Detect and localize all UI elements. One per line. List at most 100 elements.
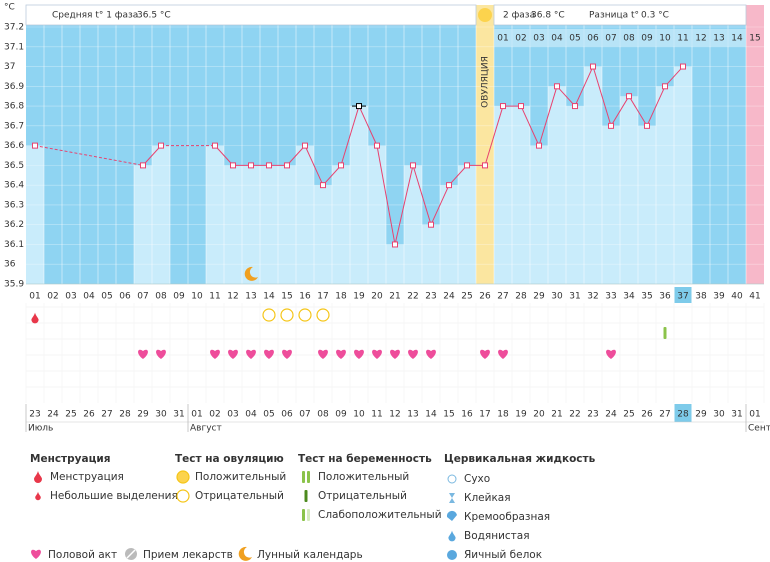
cycle-day: 37 — [677, 292, 688, 302]
legend-heading: Менструация — [30, 453, 110, 465]
temp-column — [332, 165, 350, 284]
temp-segment — [646, 86, 666, 127]
temp-point — [554, 83, 560, 90]
cycle-day: 33 — [605, 292, 616, 302]
temp-column — [458, 165, 476, 284]
intercourse-mark — [210, 349, 220, 359]
temp-point — [626, 93, 632, 100]
phase2-cell — [530, 29, 548, 47]
date-label: 18 — [497, 410, 509, 420]
y-tick-label: 36.9 — [4, 82, 24, 92]
temp-point — [410, 162, 416, 169]
date-label: 31 — [731, 410, 742, 420]
temp-column — [512, 106, 530, 284]
temp-column — [134, 165, 152, 284]
temp-segment — [556, 85, 576, 107]
intercourse-mark — [156, 349, 166, 359]
date-label: 25 — [623, 410, 634, 420]
legend-icon — [31, 549, 41, 559]
date-label: 02 — [209, 410, 220, 420]
legend-item: Менструация — [50, 471, 124, 483]
intercourse-mark — [336, 349, 346, 359]
temp-point — [572, 103, 578, 110]
cycle-day: 18 — [335, 292, 347, 302]
temp-column — [224, 165, 242, 284]
temp-column — [152, 145, 170, 284]
cycle-day: 31 — [569, 292, 580, 302]
legend-heading: Тест на овуляцию — [175, 453, 284, 465]
header-value: 36.5 °C — [137, 11, 171, 21]
legend-icon — [448, 530, 456, 542]
moon-icon — [244, 266, 258, 281]
legend-item: Лунный календарь — [257, 549, 363, 561]
date-label: 19 — [515, 410, 527, 420]
date-label: 04 — [245, 410, 257, 420]
cycle-day: 38 — [695, 292, 707, 302]
phase2-cell — [692, 29, 710, 47]
ovulation-label: ОВУЛЯЦИЯ — [481, 56, 491, 108]
temp-segment — [214, 145, 234, 166]
date-label: 21 — [551, 410, 562, 420]
cycle-day: 02 — [47, 292, 58, 302]
header-phase2 — [493, 4, 747, 26]
legend-icon — [307, 509, 310, 521]
legend-item: Отрицательный — [195, 490, 284, 502]
y-unit: °C — [4, 3, 15, 13]
temp-column — [602, 125, 620, 284]
temp-column — [206, 145, 224, 284]
legend-icon — [126, 549, 136, 559]
temp-point — [284, 162, 290, 169]
temp-segment — [34, 145, 144, 166]
phase2-day: 08 — [623, 34, 635, 44]
cycle-day: 27 — [497, 292, 508, 302]
y-tick-label: 36.6 — [4, 141, 24, 151]
temp-column — [530, 145, 548, 284]
intercourse-mark — [480, 349, 490, 359]
date-label: 30 — [155, 410, 167, 420]
header-value: 0.3 °C — [641, 11, 669, 21]
today-cell — [674, 287, 692, 303]
phase2-cell — [710, 29, 728, 47]
temp-segment — [628, 95, 648, 127]
phase2-day: 07 — [605, 34, 616, 44]
cycle-day: 17 — [317, 292, 328, 302]
temp-point — [500, 103, 506, 110]
temp-column — [386, 244, 404, 284]
temp-point — [266, 162, 272, 169]
phase2-day: 12 — [695, 34, 706, 44]
date-label: 15 — [443, 410, 454, 420]
phase2-day: 04 — [551, 34, 563, 44]
phase2-cell — [620, 29, 638, 47]
cycle-day: 41 — [749, 292, 760, 302]
temp-segment — [448, 165, 468, 186]
temp-column — [26, 145, 44, 284]
temp-segment — [394, 165, 414, 245]
y-tick-label: 37 — [4, 62, 15, 72]
y-tick-label: 36 — [4, 260, 16, 270]
legend-icon — [302, 471, 305, 483]
temp-point — [464, 162, 470, 169]
temp-segment — [610, 95, 630, 127]
date-label: 20 — [533, 410, 545, 420]
intercourse-mark — [390, 349, 400, 359]
legend-icon — [304, 490, 308, 502]
temp-column — [368, 145, 386, 284]
cycle-day: 23 — [425, 292, 436, 302]
y-tick-label: 36.1 — [4, 240, 24, 250]
legend-icon — [302, 509, 305, 521]
date-label: 17 — [479, 410, 490, 420]
menstruation-mark — [31, 312, 39, 324]
date-label: 30 — [713, 410, 725, 420]
temp-column — [674, 66, 692, 285]
date-label: 09 — [335, 410, 347, 420]
temp-point — [662, 83, 668, 90]
legend-heading: Цервикальная жидкость — [444, 453, 596, 465]
legend-item: Водянистая — [464, 530, 530, 542]
intercourse-mark — [228, 349, 238, 359]
ovulation-test-mark — [280, 308, 294, 322]
cycle-day: 03 — [65, 292, 76, 302]
phase2-cell — [674, 29, 692, 47]
temp-point — [644, 122, 650, 129]
phase2-cell — [512, 29, 530, 47]
